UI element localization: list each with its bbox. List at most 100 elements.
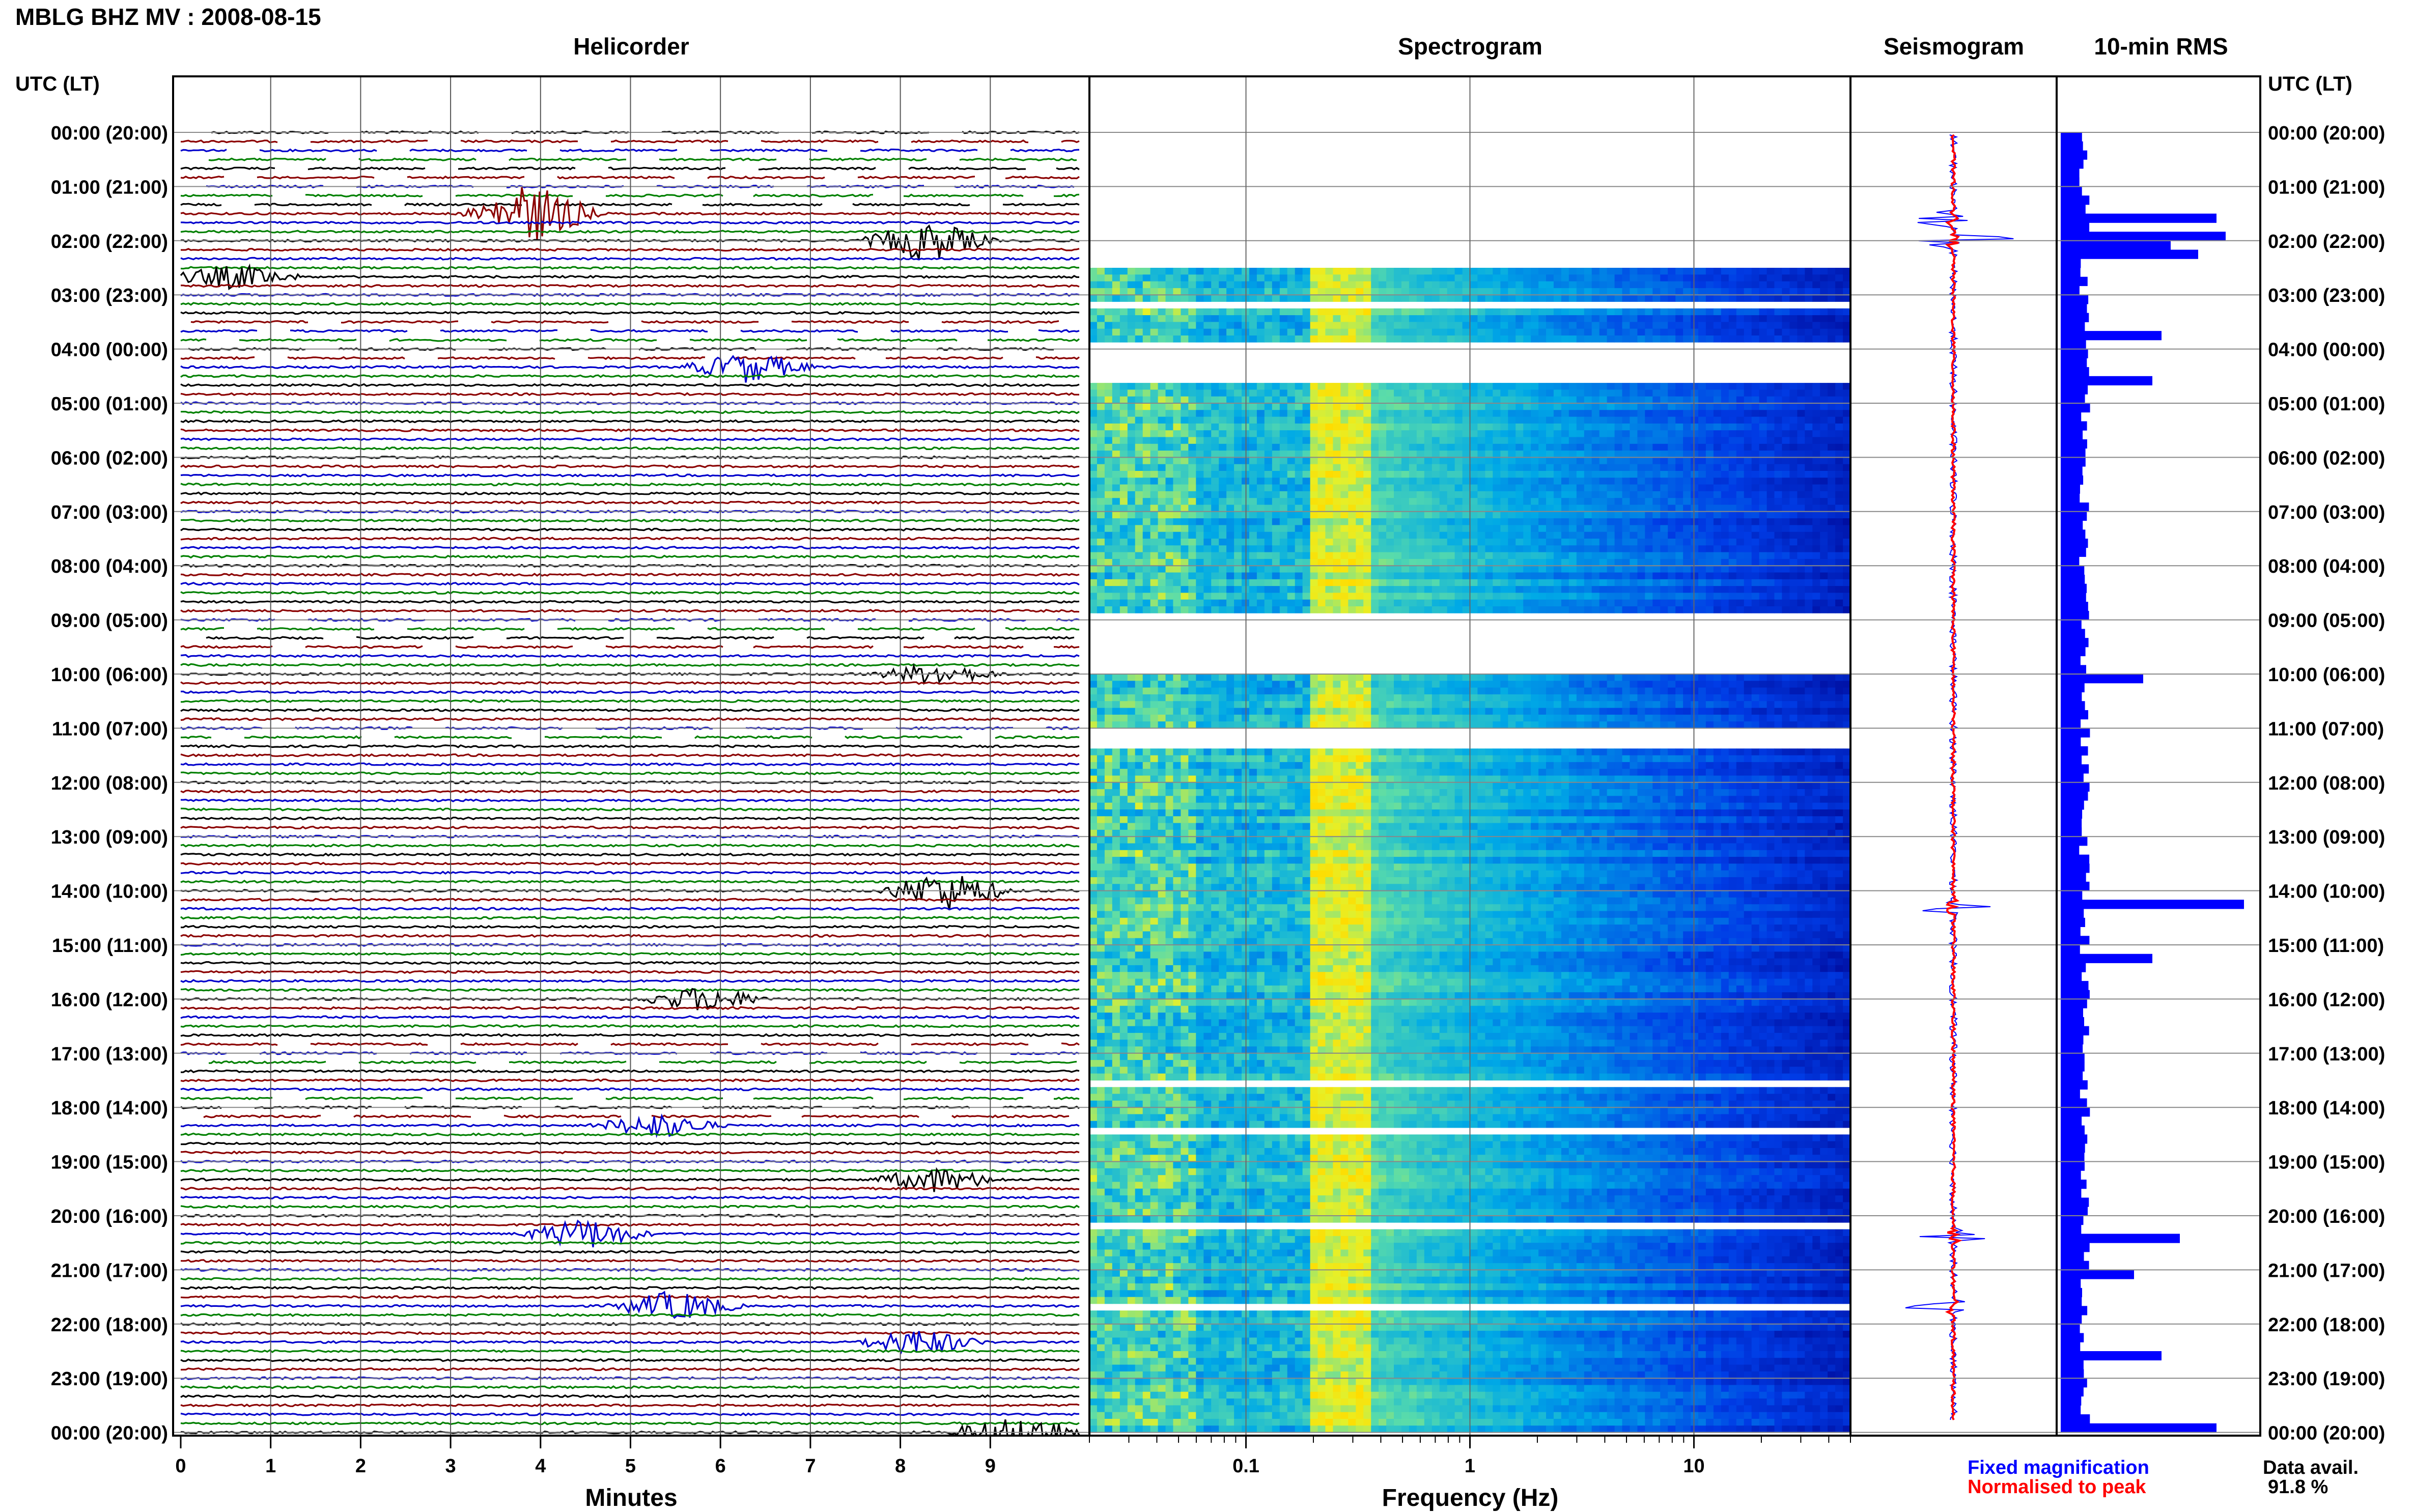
spectrogram-cell	[1797, 383, 1805, 390]
spectrogram-cell	[1751, 518, 1760, 525]
spectrogram-cell	[1691, 593, 1699, 600]
spectrogram-cell	[1584, 396, 1592, 404]
spectrogram-cell	[1416, 471, 1425, 478]
spectrogram-cell	[1340, 572, 1349, 580]
spectrogram-cell	[1295, 491, 1303, 498]
spectrogram-cell	[1805, 322, 1813, 329]
spectrogram-cell	[1127, 274, 1136, 282]
spectrogram-cell	[1196, 464, 1204, 471]
spectrogram-cell	[1538, 606, 1547, 613]
spectrogram-cell	[1744, 558, 1752, 566]
spectrogram-cell	[1462, 498, 1471, 505]
spectrogram-cell	[1553, 322, 1562, 329]
spectrogram-cell	[1295, 335, 1303, 343]
spectrogram-cell	[1576, 288, 1585, 295]
spectrogram-cell	[1135, 268, 1143, 275]
spectrogram-cell	[1325, 484, 1333, 492]
spectrogram-cell	[1820, 328, 1828, 336]
spectrogram-cell	[1607, 274, 1615, 282]
spectrogram-cell	[1432, 558, 1440, 566]
spectrogram-cell	[1097, 403, 1105, 410]
spectrogram-cell	[1386, 295, 1394, 302]
spectrogram-cell	[1447, 694, 1455, 702]
spectrogram-cell	[1538, 335, 1547, 343]
spectrogram-cell	[1766, 443, 1775, 451]
spectrogram-cell	[1546, 558, 1554, 566]
spectrogram-cell	[1630, 457, 1638, 465]
spectrogram-cell	[1805, 308, 1813, 316]
spectrogram-cell	[1774, 599, 1782, 607]
spectrogram-cell	[1203, 701, 1212, 708]
spectrogram-cell	[1379, 457, 1387, 465]
spectrogram-cell	[1219, 451, 1227, 458]
spectrogram-cell	[1447, 545, 1455, 552]
spectrogram-cell	[1736, 531, 1745, 539]
spectrogram-cell	[1744, 484, 1752, 492]
spectrogram-cell	[1264, 599, 1273, 607]
spectrogram-cell	[1394, 552, 1402, 559]
spectrogram-cell	[1264, 505, 1273, 512]
spectrogram-cell	[1097, 687, 1105, 695]
spectrogram-cell	[1675, 491, 1684, 498]
spectrogram-cell	[1287, 389, 1296, 397]
spectrogram-cell	[1181, 430, 1189, 437]
spectrogram-cell	[1249, 687, 1257, 695]
spectrogram-cell	[1645, 295, 1653, 302]
spectrogram-cell	[1211, 437, 1219, 444]
spectrogram-cell	[1416, 437, 1425, 444]
spectrogram-cell	[1576, 281, 1585, 289]
spectrogram-cell	[1112, 430, 1120, 437]
spectrogram-cell	[1363, 423, 1371, 431]
spectrogram-cell	[1234, 410, 1242, 417]
spectrogram-cell	[1287, 701, 1296, 708]
spectrogram-cell	[1789, 478, 1798, 485]
spectrogram-cell	[1835, 539, 1843, 546]
spectrogram-cell	[1196, 606, 1204, 613]
spectrogram-cell	[1219, 437, 1227, 444]
spectrogram-cell	[1409, 328, 1417, 336]
spectrogram-cell	[1447, 274, 1455, 282]
spectrogram-cell	[1553, 674, 1562, 681]
spectrogram-cell	[1698, 552, 1706, 559]
spectrogram-cell	[1394, 396, 1402, 404]
spectrogram-cell	[1142, 451, 1151, 458]
spectrogram-cell	[1477, 403, 1485, 410]
spectrogram-cell	[1394, 451, 1402, 458]
spectrogram-cell	[1256, 328, 1265, 336]
spectrogram-cell	[1379, 593, 1387, 600]
spectrogram-cell	[1630, 443, 1638, 451]
spectrogram-cell	[1325, 457, 1333, 465]
spectrogram-cell	[1546, 572, 1554, 580]
spectrogram-cell	[1812, 491, 1820, 498]
spectrogram-cell	[1386, 606, 1394, 613]
spectrogram-cell	[1538, 430, 1547, 437]
spectrogram-cell	[1599, 430, 1608, 437]
spectrogram-cell	[1561, 403, 1569, 410]
spectrogram-cell	[1500, 552, 1508, 559]
spectrogram-cell	[1820, 484, 1828, 492]
spectrogram-cell	[1591, 687, 1600, 695]
spectrogram-cell	[1432, 308, 1440, 316]
spectrogram-cell	[1485, 484, 1493, 492]
spectrogram-cell	[1234, 505, 1242, 512]
spectrogram-cell	[1820, 451, 1828, 458]
spectrogram-cell	[1812, 396, 1820, 404]
spectrogram-cell	[1340, 552, 1349, 559]
spectrogram-cell	[1751, 586, 1760, 593]
spectrogram-cell	[1424, 295, 1433, 302]
spectrogram-cell	[1668, 606, 1676, 613]
spectrogram-cell	[1203, 505, 1212, 512]
spectrogram-cell	[1493, 579, 1501, 586]
spectrogram-cell	[1234, 281, 1242, 289]
spectrogram-cell	[1584, 383, 1592, 390]
spectrogram-cell	[1150, 403, 1159, 410]
spectrogram-cell	[1325, 505, 1333, 512]
spectrogram-cell	[1356, 525, 1364, 533]
spectrogram-cell	[1561, 443, 1569, 451]
spectrogram-cell	[1317, 308, 1326, 316]
spectrogram-cell	[1652, 288, 1661, 295]
spectrogram-cell	[1264, 423, 1273, 431]
spectrogram-cell	[1203, 451, 1212, 458]
spectrogram-cell	[1477, 281, 1485, 289]
spectrogram-cell	[1287, 572, 1296, 580]
